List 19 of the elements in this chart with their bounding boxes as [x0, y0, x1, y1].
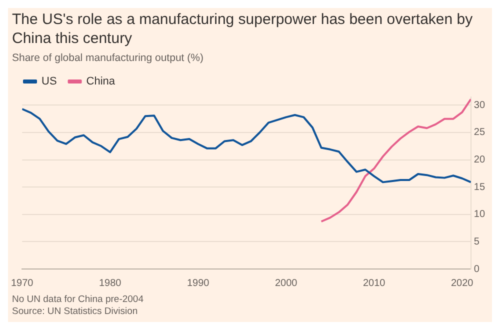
y-tick-label: 15: [474, 182, 486, 193]
y-tick-label: 30: [474, 100, 486, 111]
y-tick-label: 25: [474, 127, 486, 138]
x-tick-label: 2010: [362, 278, 386, 289]
legend-label: US: [42, 76, 57, 88]
source-note: Source: UN Statistics Division: [12, 306, 139, 318]
chart-subtitle: Share of global manufacturing output (%): [11, 51, 204, 64]
x-tick-label: 1970: [11, 278, 34, 289]
y-tick-label: 10: [474, 209, 486, 220]
x-tick-label: 1980: [98, 278, 122, 289]
y-tick-label: 5: [474, 236, 480, 248]
x-tick-label: 1990: [186, 278, 210, 289]
chart-title: The US's role as a manufacturing superpower has been overtaken by China this century: [11, 10, 474, 48]
x-tick-label: 2020: [450, 278, 474, 289]
legend-label: China: [86, 76, 116, 88]
text: No UN data for China pre-2004: [12, 294, 144, 306]
y-tick-label: 0: [474, 264, 480, 275]
x-tick-label: 2000: [274, 278, 298, 289]
y-tick-label: 20: [474, 154, 486, 166]
